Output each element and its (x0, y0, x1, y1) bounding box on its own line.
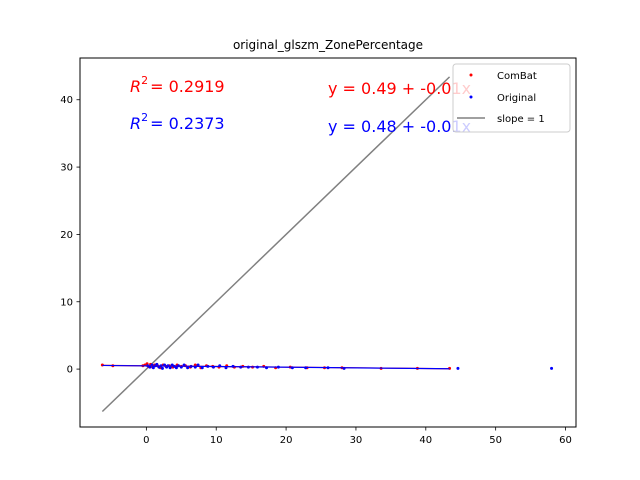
legend-label-combat: ComBat (497, 71, 537, 82)
x-tick-label: 10 (210, 435, 223, 446)
original-point (155, 362, 159, 366)
x-tick-label: 20 (280, 435, 293, 446)
y-tick-label: 0 (67, 365, 73, 376)
chart-title: original_glszm_ZonePercentage (233, 38, 423, 52)
original-point (174, 366, 178, 370)
x-tick-label: 0 (143, 435, 149, 446)
plot-frame (79, 57, 577, 428)
legend-box (452, 63, 571, 133)
plot-content (100, 76, 554, 413)
original-fit-line (102, 364, 450, 370)
original-point (151, 366, 155, 370)
legend-label-slope: slope = 1 (497, 114, 545, 125)
x-tick-label: 40 (419, 435, 432, 446)
y-tick-label: 30 (60, 163, 73, 174)
r2-original-value: = 0.2373 (150, 114, 224, 133)
legend: ComBat Original slope = 1 (452, 63, 571, 133)
x-axis-ticks: 0 10 20 30 40 50 60 (143, 427, 572, 446)
r2-combat-symbol: R (130, 77, 141, 96)
original-point (160, 366, 164, 370)
legend-marker-original (469, 95, 473, 99)
equation-combat: y = 0.49 + -0.01x (328, 79, 471, 98)
original-point (456, 366, 460, 370)
y-tick-label: 20 (60, 230, 73, 241)
x-tick-label: 50 (489, 435, 502, 446)
r2-original-annotation: R2 = 0.2373 (130, 111, 225, 133)
original-point (186, 366, 190, 370)
y-tick-label: 10 (60, 297, 73, 308)
original-point (550, 366, 554, 370)
slope-one-line (101, 76, 451, 413)
r2-combat-superscript: 2 (141, 74, 148, 87)
r2-combat-annotation: R2 = 0.2919 (130, 74, 225, 96)
x-tick-label: 60 (559, 435, 572, 446)
original-point (168, 366, 172, 370)
r2-original-superscript: 2 (141, 111, 148, 124)
legend-label-original: Original (497, 93, 536, 104)
legend-marker-combat (469, 73, 473, 77)
x-tick-label: 30 (350, 435, 363, 446)
r2-combat-value: = 0.2919 (150, 77, 224, 96)
r2-original-symbol: R (130, 114, 141, 133)
y-axis-ticks: 0 10 20 30 40 (60, 95, 80, 376)
y-tick-label: 40 (60, 95, 73, 106)
equation-original: y = 0.48 + -0.01x (328, 117, 471, 136)
